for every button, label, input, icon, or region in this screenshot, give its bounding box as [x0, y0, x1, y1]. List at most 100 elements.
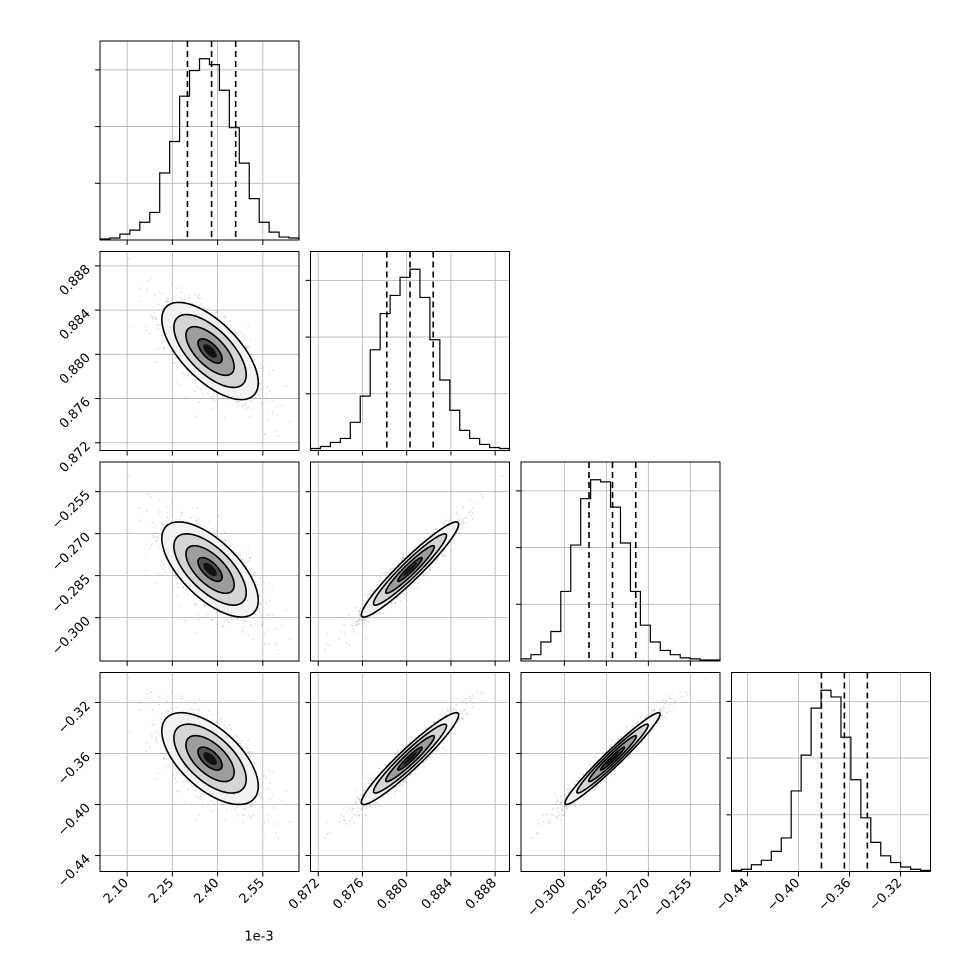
sample-point [342, 619, 345, 622]
sample-point [151, 724, 154, 726]
sample-point [263, 632, 266, 635]
sample-point [364, 618, 367, 621]
sample-point [176, 781, 179, 783]
sample-point [180, 697, 183, 700]
sample-point [172, 586, 175, 589]
sample-point [224, 416, 227, 419]
sample-point [204, 605, 207, 607]
sample-point [240, 620, 243, 622]
sample-point [236, 617, 239, 620]
sample-point [188, 708, 191, 711]
sample-point [170, 691, 173, 694]
sample-point [178, 384, 181, 386]
sample-point [249, 624, 252, 626]
sample-point [193, 293, 196, 296]
sample-point [236, 401, 239, 403]
sample-point [248, 752, 251, 754]
sample-point [216, 811, 219, 813]
sample-point [274, 429, 277, 432]
sample-point [436, 559, 439, 561]
sample-point [237, 404, 240, 406]
sample-point [166, 511, 169, 514]
sample-point [355, 606, 357, 609]
sample-point [177, 769, 179, 772]
sample-point [193, 516, 196, 518]
y-tick-label: 0.888 [57, 262, 94, 299]
sample-point [197, 698, 200, 701]
sample-point [153, 311, 156, 314]
sample-point [247, 559, 250, 562]
sample-point [150, 544, 153, 547]
sample-point [198, 619, 200, 621]
histogram-step-p0 [99, 58, 300, 240]
sample-point [365, 627, 367, 630]
sample-point [211, 527, 214, 530]
sample-point [378, 612, 381, 615]
sample-point [274, 628, 277, 630]
sample-point [129, 730, 131, 733]
sample-point [260, 797, 263, 800]
sample-point [181, 695, 183, 697]
sample-point [190, 374, 193, 377]
sample-point [223, 541, 226, 543]
sample-point [245, 749, 248, 752]
sample-point [402, 592, 405, 595]
sample-point [222, 626, 225, 629]
sample-point [239, 742, 241, 745]
density-core [403, 562, 417, 577]
sample-point [163, 347, 166, 350]
sample-point [245, 744, 248, 747]
sample-point [177, 586, 179, 589]
sample-point [443, 554, 445, 557]
sample-point [245, 346, 248, 349]
sample-point [154, 777, 157, 780]
sample-point [444, 555, 447, 558]
sample-point [263, 821, 266, 824]
sample-point [272, 794, 275, 796]
sample-point [391, 602, 394, 605]
sample-point [197, 296, 199, 299]
sample-point [200, 388, 203, 391]
sample-point [176, 380, 179, 383]
sample-point [181, 511, 183, 514]
sample-point [188, 294, 191, 297]
sample-point [184, 620, 187, 622]
sample-point [329, 644, 332, 647]
sample-point [461, 521, 464, 524]
sample-point [246, 346, 249, 348]
sample-point [216, 709, 219, 712]
sample-point [245, 807, 247, 810]
sample-point [359, 608, 362, 610]
sample-point [361, 626, 364, 629]
sample-point [266, 629, 269, 632]
sample-point [158, 733, 161, 736]
sample-point [187, 520, 190, 523]
sample-point [268, 582, 271, 585]
sample-point [365, 637, 368, 640]
sample-point [285, 609, 288, 612]
sample-point [195, 519, 197, 522]
sample-point [365, 620, 368, 622]
sample-point [241, 332, 244, 334]
histogram-panel-p2 [516, 461, 721, 666]
sample-point [192, 708, 195, 711]
sample-point [274, 406, 277, 409]
sample-point [245, 565, 248, 567]
scatter-panel-p1-p2 [305, 461, 510, 666]
sample-point [175, 577, 177, 580]
sample-point [471, 518, 474, 520]
sample-point [156, 324, 159, 327]
sample-point [277, 648, 280, 651]
sample-point [198, 401, 200, 403]
sample-point [363, 625, 366, 627]
sample-point [428, 567, 431, 570]
sample-point [207, 307, 210, 310]
sample-point [386, 571, 389, 573]
sample-point [250, 401, 253, 403]
sample-point [260, 363, 262, 366]
sample-point [163, 347, 166, 349]
panel-frame [99, 251, 300, 451]
sample-point [258, 394, 261, 396]
sample-point [216, 527, 219, 530]
